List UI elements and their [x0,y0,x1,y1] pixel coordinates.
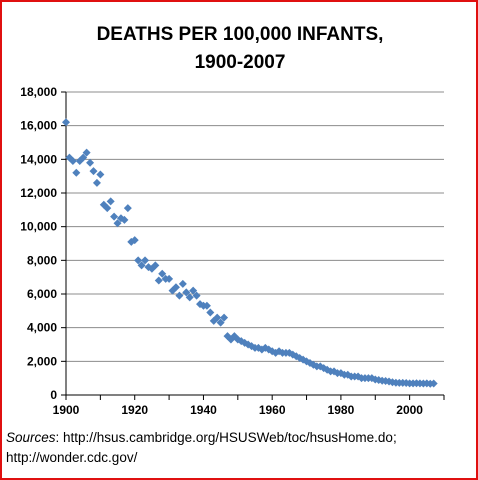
data-point-1907 [86,158,95,167]
data-point-1918 [123,204,132,213]
data-point-1905 [79,153,88,162]
data-point-1930 [165,274,174,283]
data-point-1946 [220,313,229,322]
axes [61,91,445,400]
data-point-1933 [175,291,184,300]
data-point-1900 [62,118,70,127]
x-tick-label-2000: 2000 [396,403,423,417]
x-tick-label-1940: 1940 [190,403,217,417]
y-tick-label-6000: 6,000 [27,287,57,301]
chart-title-line-1: DEATHS PER 100,000 INFANTS, [97,24,384,45]
data-point-1941 [202,301,211,310]
data-point-1926 [151,261,160,270]
data-point-1921 [134,256,143,265]
data-point-1914 [110,212,119,221]
data-point-1913 [106,197,115,206]
data-point-1938 [192,291,201,300]
source-label: Sources [6,430,56,445]
data-point-1935 [182,288,191,297]
data-point-1922 [137,261,146,270]
data-point-1909 [92,178,101,187]
data-point-1915 [113,219,122,228]
data-point-1920 [130,236,139,245]
x-tick-label-1920: 1920 [121,403,148,417]
data-point-1936 [185,293,194,302]
source-text: : http://hsus.cambridge.org/HSUSWeb/toc/… [6,430,397,465]
data-point-1912 [103,204,112,213]
data-point-1908 [89,167,98,176]
data-point-1927 [154,276,163,285]
chart-title-line-2: 1900-2007 [195,52,286,73]
y-tick-label-10000: 10,000 [20,220,57,234]
x-tick-label-1960: 1960 [259,403,286,417]
data-point-1944 [213,313,222,322]
y-tick-label-12000: 12,000 [20,186,57,200]
data-point-1906 [82,148,91,157]
x-tick-label-1980: 1980 [328,403,355,417]
y-tick-label-2000: 2,000 [27,354,57,368]
y-tick-labels: 0 2,000 4,000 6,000 8,000 10,000 12,000 14,000 1… [20,85,57,402]
y-tick-label-0: 0 [50,388,57,402]
data-point-1937 [189,286,198,295]
data-point-1942 [206,308,215,317]
source-note: Sources: http://hsus.cambridge.org/HSUSW… [6,428,468,468]
x-tick-labels: 1900 1920 1940 1960 1980 2000 [53,403,424,417]
gridlines [66,91,444,362]
x-tick-label-1900: 1900 [53,403,80,417]
data-point-1932 [171,283,180,292]
data-point-1945 [216,318,225,327]
data-point-1917 [120,215,129,224]
y-tick-label-4000: 4,000 [27,321,57,335]
data-point-1923 [141,256,150,265]
data-point-1902 [68,157,77,166]
data-points [62,118,438,388]
y-tick-label-14000: 14,000 [20,152,57,166]
infant-deaths-scatter-chart: DEATHS PER 100,000 INFANTS, 1900-2007 0 2… [20,24,445,417]
data-point-1928 [158,269,167,278]
y-tick-label-8000: 8,000 [27,253,57,267]
data-point-1934 [178,279,187,288]
y-tick-label-16000: 16,000 [20,119,57,133]
data-point-2007 [429,379,438,388]
data-point-1903 [72,168,81,177]
data-point-1910 [96,170,105,179]
y-tick-label-18000: 18,000 [20,85,57,99]
